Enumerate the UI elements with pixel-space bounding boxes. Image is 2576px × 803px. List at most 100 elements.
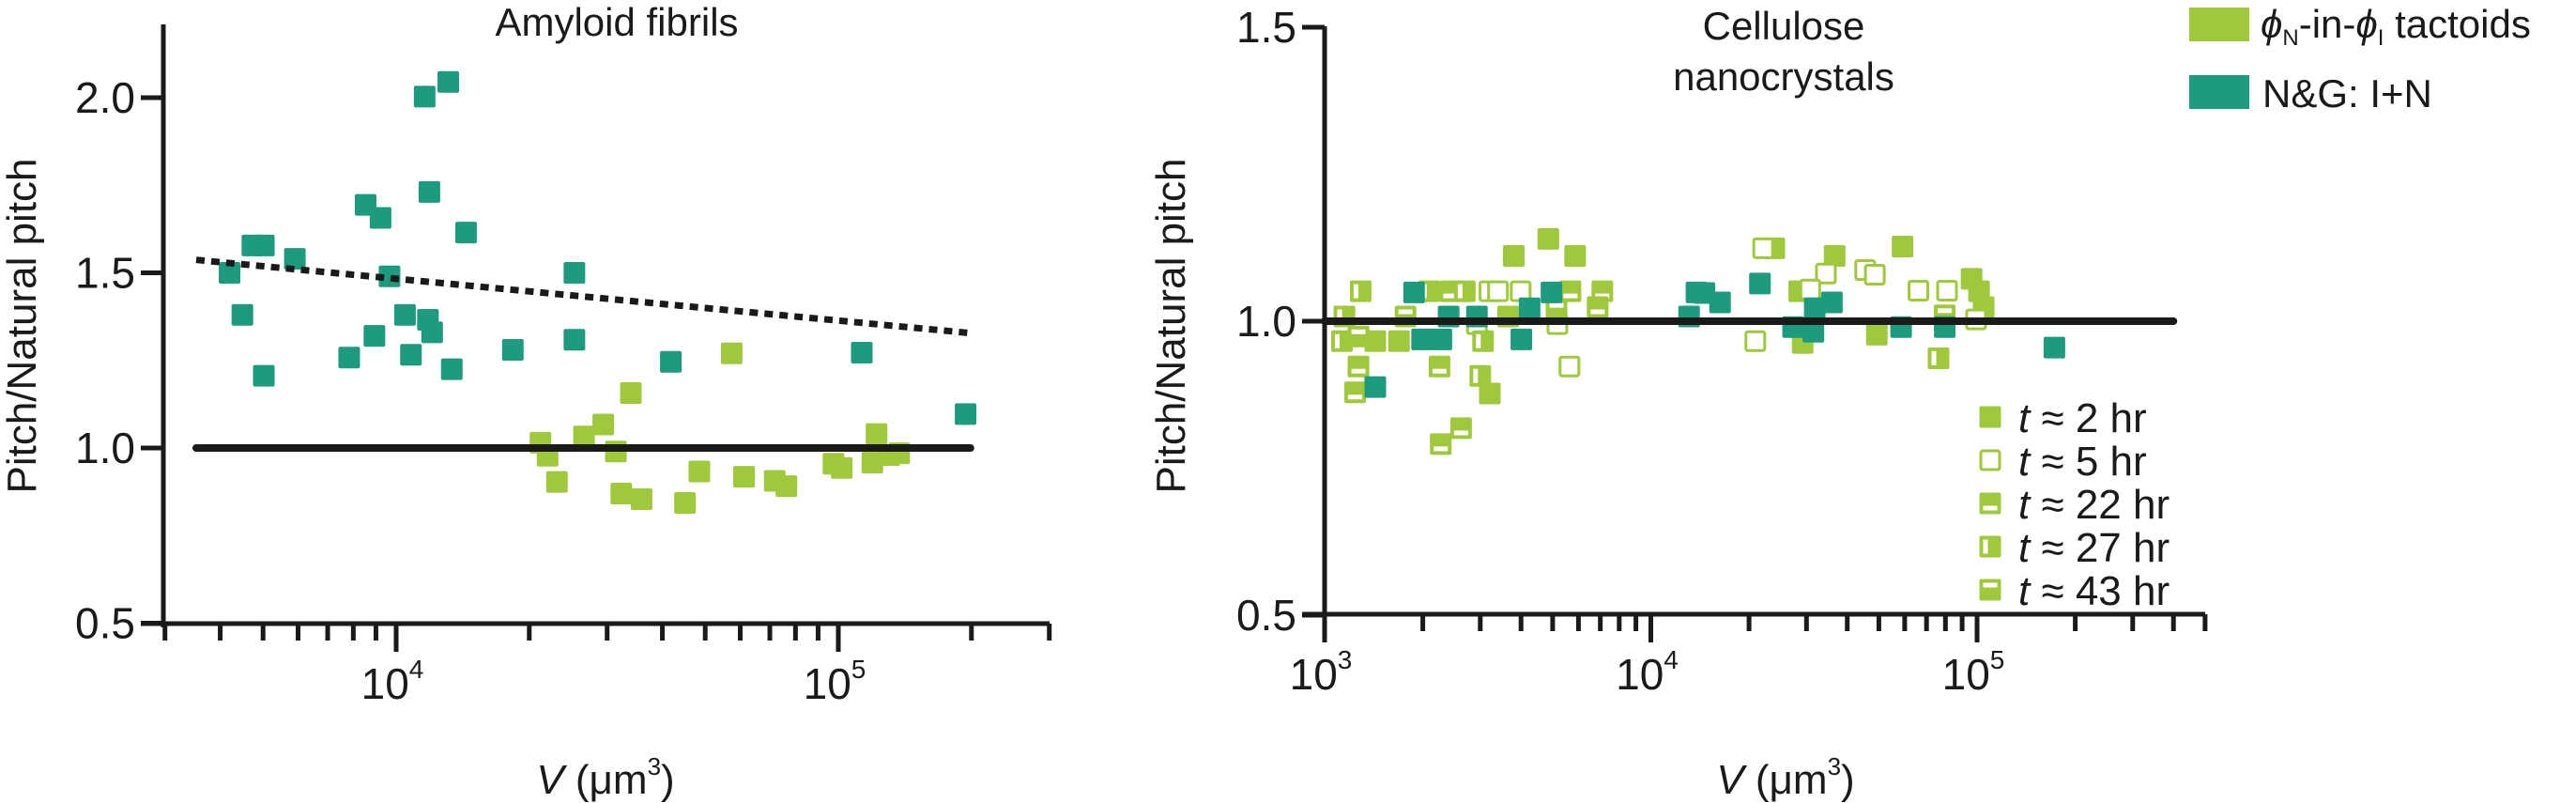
marker-fill (1469, 364, 1492, 387)
marker-fill (1537, 227, 1559, 250)
data-point (454, 222, 477, 244)
marker-bar (1983, 505, 1998, 511)
marker-fill (1749, 272, 1771, 295)
marker-fill (563, 329, 586, 351)
data-point (1799, 278, 1821, 301)
data-point (1343, 381, 1366, 404)
data-point (219, 262, 241, 284)
y-tick-label: 1.0 (75, 424, 135, 472)
time-legend-item: t ≈ 5 hr (1979, 439, 2147, 485)
data-point (1541, 281, 1563, 303)
data-point (1479, 382, 1501, 405)
marker-fill (1388, 330, 1410, 352)
marker-fill (1865, 323, 1888, 346)
marker-open (1752, 237, 1774, 259)
marker-bar (1334, 333, 1340, 348)
marker-fill (1472, 330, 1495, 352)
chart-title: Amyloid fibrils (495, 0, 738, 44)
chart-title-line-2: nanocrystals (1673, 54, 1894, 99)
marker-fill (440, 358, 463, 380)
data-point (231, 303, 253, 326)
marker-fill (1803, 297, 1826, 319)
marker-open (1799, 278, 1821, 301)
data-point (1388, 330, 1410, 352)
data-point (1979, 449, 2001, 471)
data-point (1863, 264, 1886, 286)
time-legend-item: t ≈ 22 hr (1979, 482, 2170, 528)
data-point (1892, 235, 1914, 257)
data-point (1411, 328, 1434, 350)
data-point (1403, 281, 1425, 303)
marker-fill (775, 475, 798, 498)
x-axis-label: V (μm3) (1716, 752, 1854, 803)
marker-fill (1979, 535, 2001, 558)
data-point (851, 342, 873, 364)
data-point (1349, 280, 1372, 302)
legend-label-tactoid: ϕN-in-ϕI tactoids (2261, 2, 2531, 51)
marker-bar (1938, 308, 1953, 314)
time-legend-label: t ≈ 5 hr (2018, 439, 2147, 485)
data-point (1518, 297, 1541, 319)
x-axis-label-unit: (μm (564, 757, 648, 803)
legend-label-ng: N&G: I+N (2262, 71, 2432, 116)
data-point (1347, 325, 1370, 347)
marker-fill (338, 347, 360, 369)
data-point (1347, 355, 1370, 378)
marker-fill (1430, 433, 1452, 456)
chart-title-line-1: Cellulose (1703, 4, 1865, 48)
data-point (1979, 535, 2001, 558)
marker-fill (1518, 297, 1541, 319)
marker-fill (1453, 280, 1476, 302)
time-legend-label: t ≈ 22 hr (2018, 482, 2170, 528)
data-point (1545, 299, 1568, 321)
plot-area-cellulose: 0.5 1.0 1.5 103 104 105 (1236, 3, 2208, 699)
marker-fill (1411, 328, 1434, 350)
marker-fill (720, 342, 743, 364)
marker-bar (1983, 539, 1988, 554)
marker-fill (1364, 330, 1387, 352)
data-point (418, 180, 440, 203)
series-ng (219, 70, 977, 425)
marker-fill (688, 460, 711, 483)
data-point (1744, 330, 1767, 352)
y-tick-label: 1.0 (1236, 297, 1296, 346)
data-point (563, 262, 586, 284)
data-point (610, 482, 633, 504)
x-axis-label-exp: 3 (648, 752, 661, 780)
marker-fill (363, 325, 386, 347)
x-axis-label-var: V (1716, 757, 1747, 803)
data-point (1430, 328, 1452, 350)
x-axis-label-exp: 3 (1828, 752, 1841, 780)
marker-fill (1587, 296, 1609, 318)
marker-open (1487, 280, 1510, 302)
marker-bar (1432, 368, 1447, 374)
data-point (1802, 320, 1825, 343)
data-point (1979, 492, 2001, 515)
data-point (501, 339, 524, 362)
marker-fill (1428, 355, 1450, 378)
data-point (831, 456, 853, 479)
marker-fill (610, 482, 633, 504)
data-point (545, 471, 568, 493)
marker-fill (421, 321, 443, 344)
marker-fill (1502, 245, 1525, 268)
marker-bar (1351, 368, 1366, 374)
data-point (1823, 245, 1846, 268)
plot-area-amyloid: 0.5 1.0 1.5 2.0 104 105 (75, 24, 1052, 708)
data-point (720, 342, 743, 364)
data-point (660, 350, 682, 373)
x-tick-label: 103 (1290, 645, 1353, 699)
series-ng (1364, 272, 2065, 398)
marker-bar (1473, 368, 1479, 383)
marker-bar (1590, 309, 1605, 315)
marker-open (1908, 279, 1930, 301)
data-point (563, 329, 586, 351)
y-tick-label: 0.5 (1236, 591, 1296, 640)
data-point (1559, 280, 1582, 302)
data-point (400, 344, 422, 366)
time-legend-item: t ≈ 27 hr (1979, 525, 2170, 571)
marker-fill (1347, 355, 1370, 378)
marker-bar (1398, 309, 1413, 315)
marker-fill (219, 262, 241, 284)
data-point (573, 425, 595, 448)
